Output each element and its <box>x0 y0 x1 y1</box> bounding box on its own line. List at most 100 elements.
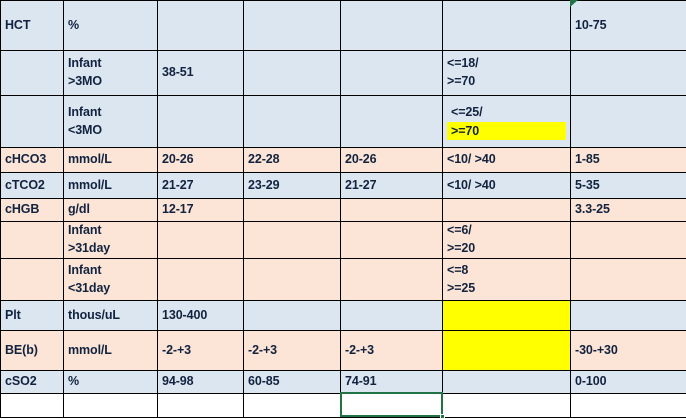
cell-r10-c2[interactable]: 94-98 <box>158 371 244 394</box>
cell-r11-c2[interactable] <box>158 394 244 418</box>
cell-r6-c5[interactable]: <=6/ >=20 <box>443 222 571 259</box>
cell-r0-c6[interactable]: 10-75 <box>571 1 686 51</box>
cell-r1-c1[interactable]: Infant >3MO <box>64 51 158 96</box>
cell-r8-c0[interactable]: Plt <box>1 301 64 331</box>
cell-r10-c1[interactable]: % <box>64 371 158 394</box>
cell-r9-c6[interactable]: -30-+30 <box>571 331 686 371</box>
cell-r7-c6[interactable] <box>571 259 686 301</box>
cell-r11-c1[interactable] <box>64 394 158 418</box>
cell-r1-c3[interactable] <box>244 51 341 96</box>
table-row[interactable]: Infant >31day <=6/ >=20 <box>1 222 686 259</box>
cell-r7-c2[interactable] <box>158 259 244 301</box>
cell-r8-c3[interactable] <box>244 301 341 331</box>
cell-r11-c5[interactable] <box>443 394 571 418</box>
cell-r2-c3[interactable] <box>244 96 341 148</box>
cell-r9-c5[interactable] <box>443 331 571 371</box>
cell-r5-c5[interactable] <box>443 199 571 222</box>
cell-r5-c0[interactable]: cHGB <box>1 199 64 222</box>
cell-r7-c4[interactable] <box>341 259 443 301</box>
cell-r5-c4[interactable] <box>341 199 443 222</box>
cell-r4-c0[interactable]: cTCO2 <box>1 173 64 199</box>
cell-r5-c1[interactable]: g/dl <box>64 199 158 222</box>
cell-r4-c3[interactable]: 23-29 <box>244 173 341 199</box>
table-row[interactable]: Infant <3MO <=25/>=70 <box>1 96 686 148</box>
table-row[interactable] <box>1 394 686 418</box>
cell-r1-c5[interactable]: <=18/ >=70 <box>443 51 571 96</box>
cell-r11-c0[interactable] <box>1 394 64 418</box>
cell-r4-c5[interactable]: <10/ >40 <box>443 173 571 199</box>
cell-r4-c6[interactable]: 5-35 <box>571 173 686 199</box>
cell-r6-c0[interactable] <box>1 222 64 259</box>
cell-r3-c2[interactable]: 20-26 <box>158 148 244 173</box>
cell-r2-c0[interactable] <box>1 96 64 148</box>
cell-r8-c5[interactable] <box>443 301 571 331</box>
cell-r2-c1[interactable]: Infant <3MO <box>64 96 158 148</box>
cell-r7-c0[interactable] <box>1 259 64 301</box>
cell-r9-c3[interactable]: -2-+3 <box>244 331 341 371</box>
cell-r5-c3[interactable] <box>244 199 341 222</box>
cell-r11-c3[interactable] <box>244 394 341 418</box>
cell-r0-c2[interactable] <box>158 1 244 51</box>
cell-r6-c4[interactable] <box>341 222 443 259</box>
cell-r3-c0[interactable]: cHCO3 <box>1 148 64 173</box>
cell-r1-c0[interactable] <box>1 51 64 96</box>
cell-r8-c2[interactable]: 130-400 <box>158 301 244 331</box>
table-row[interactable]: BE(b)mmol/L-2-+3-2-+3-2-+3-30-+30 <box>1 331 686 371</box>
cell-r10-c4[interactable]: 74-91 <box>341 371 443 394</box>
cell-r10-c6[interactable]: 0-100 <box>571 371 686 394</box>
cell-r3-c1[interactable]: mmol/L <box>64 148 158 173</box>
table-row[interactable]: HCT% 10-75 <box>1 1 686 51</box>
cell-r6-c1[interactable]: Infant >31day <box>64 222 158 259</box>
cell-r9-c0[interactable]: BE(b) <box>1 331 64 371</box>
cell-r5-c2[interactable]: 12-17 <box>158 199 244 222</box>
cell-r0-c5[interactable] <box>443 1 571 51</box>
cell-r1-c4[interactable] <box>341 51 443 96</box>
cell-r1-c2[interactable]: 38-51 <box>158 51 244 96</box>
cell-r5-c6[interactable]: 3.3-25 <box>571 199 686 222</box>
cell-r9-c4[interactable]: -2-+3 <box>341 331 443 371</box>
cell-line-highlighted: >=70 <box>447 122 566 141</box>
cell-r2-c2[interactable] <box>158 96 244 148</box>
cell-r8-c4[interactable] <box>341 301 443 331</box>
cell-r9-c1[interactable]: mmol/L <box>64 331 158 371</box>
cell-r7-c1[interactable]: Infant <31day <box>64 259 158 301</box>
cell-r6-c3[interactable] <box>244 222 341 259</box>
cell-r0-c4[interactable] <box>341 1 443 51</box>
cell-r3-c3[interactable]: 22-28 <box>244 148 341 173</box>
cell-r1-c6[interactable] <box>571 51 686 96</box>
cell-r8-c6[interactable] <box>571 301 686 331</box>
cell-r7-c5[interactable]: <=8 >=25 <box>443 259 571 301</box>
cell-r2-c6[interactable] <box>571 96 686 148</box>
cell-r4-c4[interactable]: 21-27 <box>341 173 443 199</box>
cell-r6-c2[interactable] <box>158 222 244 259</box>
cell-r11-c6[interactable] <box>571 394 686 418</box>
cell-r10-c5[interactable] <box>443 371 571 394</box>
cell-r9-c2[interactable]: -2-+3 <box>158 331 244 371</box>
cell-r4-c1[interactable]: mmol/L <box>64 173 158 199</box>
cell-r10-c0[interactable]: cSO2 <box>1 371 64 394</box>
cell-r4-c2[interactable]: 21-27 <box>158 173 244 199</box>
cell-r7-c3[interactable] <box>244 259 341 301</box>
cell-r3-c6[interactable]: 1-85 <box>571 148 686 173</box>
cell-r2-c5[interactable]: <=25/>=70 <box>443 96 571 148</box>
cell-r3-c5[interactable]: <10/ >40 <box>443 148 571 173</box>
cell-r3-c4[interactable]: 20-26 <box>341 148 443 173</box>
cell-r2-c4[interactable] <box>341 96 443 148</box>
cell-r11-c4[interactable] <box>341 394 443 418</box>
cell-r6-c6[interactable] <box>571 222 686 259</box>
cell-r0-c0[interactable]: HCT <box>1 1 64 51</box>
cell-r0-c1[interactable]: % <box>64 1 158 51</box>
cell-r0-c3[interactable] <box>244 1 341 51</box>
cell-r10-c3[interactable]: 60-85 <box>244 371 341 394</box>
table-row[interactable]: Infant <31day <=8 >=25 <box>1 259 686 301</box>
cell-r8-c1[interactable]: thous/uL <box>64 301 158 331</box>
